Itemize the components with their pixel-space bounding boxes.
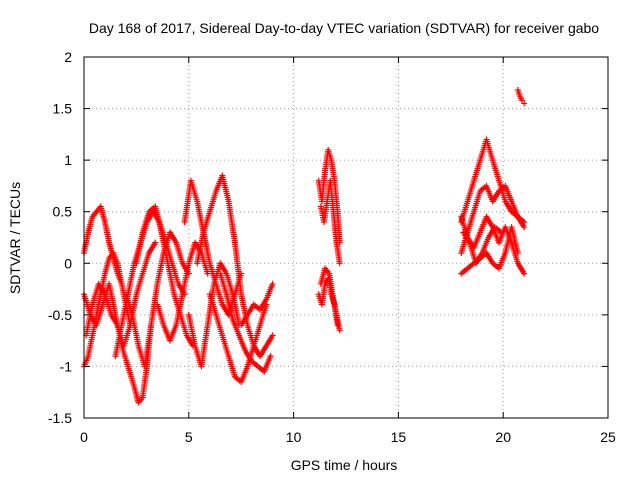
series-sat-g xyxy=(122,229,192,370)
x-axis-label: GPS time / hours xyxy=(291,457,398,473)
x-tick-label: 15 xyxy=(391,429,407,445)
series-sat-w xyxy=(460,224,505,267)
x-tick-label: 0 xyxy=(80,429,88,445)
y-tick-label: -1 xyxy=(60,358,73,374)
y-tick-label: -1.5 xyxy=(48,410,72,426)
y-tick-label: -0.5 xyxy=(48,307,72,323)
series-sat-h xyxy=(154,239,211,344)
series-sat-p xyxy=(317,177,343,267)
x-tick-label: 5 xyxy=(185,429,193,445)
y-axis-label: SDTVAR / TECUs xyxy=(7,182,23,294)
series-sat-f xyxy=(133,203,196,349)
chart-title: Day 168 of 2017, Sidereal Day-to-day VTE… xyxy=(89,20,599,36)
y-tick-label: 0 xyxy=(64,255,72,271)
series-sat-s xyxy=(458,136,528,226)
x-tick-label: 20 xyxy=(495,429,511,445)
plot-frame xyxy=(83,56,609,419)
x-tick-label: 25 xyxy=(600,429,616,445)
y-tick-label: 0.5 xyxy=(53,204,73,220)
series-sat-r xyxy=(317,265,341,329)
axis-ticks: 0 5 10 15 20 25 -1.5 -1 -0.5 0 0.5 1 1.5 2 xyxy=(48,49,616,445)
y-tick-label: 2 xyxy=(64,49,72,65)
series-sat-n xyxy=(238,280,276,329)
series-sat-x xyxy=(514,87,528,107)
x-tick-label: 10 xyxy=(286,429,302,445)
series-sat-m xyxy=(217,270,274,375)
data-markers xyxy=(81,87,528,406)
y-tick-label: 1 xyxy=(64,152,72,168)
series-sat-o xyxy=(315,146,343,246)
y-tick-label: 1.5 xyxy=(53,101,73,117)
